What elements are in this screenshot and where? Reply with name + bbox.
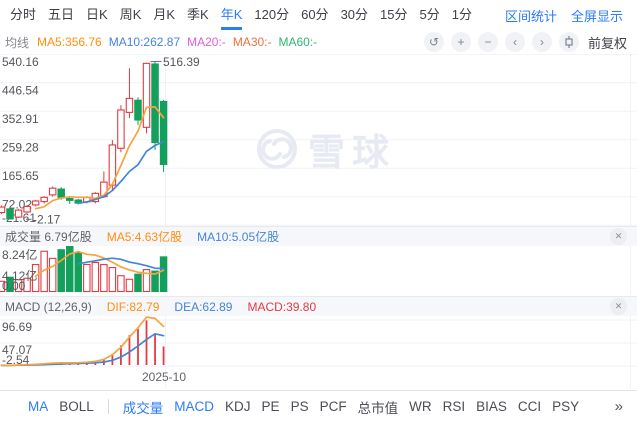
svg-text:446.54: 446.54 [2, 84, 39, 98]
ma-legend-item: MA60:- [278, 35, 318, 49]
indicator-tab[interactable]: MA [28, 399, 49, 414]
toolbar-links: 区间统计 全屏显示 [505, 6, 623, 25]
pan-right-icon[interactable]: › [531, 32, 552, 52]
indicator-tab[interactable]: PE [261, 399, 280, 414]
macd-header-item: MACD (12,26,9) [5, 299, 92, 314]
period-tab[interactable]: 日K [86, 7, 108, 22]
svg-text:259.28: 259.28 [2, 141, 39, 155]
macd-header-item: MACD:39.80 [247, 299, 317, 314]
indicator-tab[interactable]: MACD [174, 399, 215, 414]
macd-panel-close-button[interactable]: ✕ [610, 298, 627, 315]
svg-text:516.39: 516.39 [163, 55, 200, 69]
svg-text:4.12亿: 4.12亿 [2, 268, 37, 283]
macd-panel-header: MACD (12,26,9) DIF:82.79 DEA:62.89 MACD:39.… [0, 296, 637, 316]
ma-legend-title: 均线 [5, 35, 30, 50]
close-icon: ✕ [614, 301, 623, 311]
macd-header-item: DIF:82.79 [106, 299, 160, 314]
indicator-tabbar: MA BOLL 成交量 MACD KDJ PE PS PCF 总市值 WR RSI BIAS CCI PS… [0, 390, 637, 422]
macd-header-item: DEA:62.89 [174, 299, 233, 314]
macd-chart[interactable]: 96.69 47.07-2.54 [0, 316, 637, 388]
ma-legend-item: MA10:262.87 [108, 35, 181, 49]
period-tab[interactable]: 15分 [380, 7, 408, 22]
ma-legend-item: MA30:- [232, 35, 272, 49]
svg-text:0.00: 0.00 [2, 279, 26, 293]
svg-text:47.07: 47.07 [2, 343, 32, 357]
fullscreen-link[interactable]: 全屏显示 [570, 8, 623, 24]
volume-header-item: 成交量 6.79亿股 [5, 230, 92, 244]
period-tab[interactable]: 60分 [301, 7, 329, 22]
indicator-tab[interactable]: PCF [319, 399, 347, 414]
volume-panel-close-button[interactable]: ✕ [610, 228, 627, 245]
period-tab[interactable]: 季K [187, 7, 209, 22]
ma-legend-items: MA5:356.76 MA10:262.87 MA20:- MA30:- MA60:- [37, 35, 317, 49]
svg-text:96.69: 96.69 [2, 320, 32, 334]
svg-text:352.91: 352.91 [2, 112, 39, 126]
indicator-tab[interactable]: BIAS [476, 399, 507, 414]
zoom-out-icon[interactable]: − [477, 32, 498, 52]
svg-text:-2.17: -2.17 [33, 212, 61, 226]
volume-header-item: MA10:5.05亿股 [197, 230, 280, 244]
indicator-divider [107, 399, 109, 414]
period-tab[interactable]: 30分 [340, 7, 369, 22]
period-tab[interactable]: 120分 [254, 7, 290, 22]
period-tab[interactable]: 5分 [419, 7, 440, 22]
period-tab[interactable]: 分时 [10, 7, 37, 22]
x-axis-date-label: 2025-10 [141, 370, 187, 384]
period-tab[interactable]: 月K [153, 7, 176, 22]
svg-text:540.16: 540.16 [2, 55, 39, 69]
period-tabs: 分时 五日 日K 周K 月K 季K 年K 120分 60分 30分 15分 5分 1分 [10, 0, 472, 30]
period-tab[interactable]: 五日 [48, 7, 75, 22]
volume-panel-header: 成交量 6.79亿股 MA5:4.63亿股 MA10:5.05亿股 ✕ [0, 226, 637, 246]
main-candlestick-chart[interactable]: 540.16446.54352.91259.28165.6572.02-21.6… [0, 54, 637, 226]
svg-text:8.24亿: 8.24亿 [2, 247, 37, 262]
indicator-tab[interactable]: PSY [552, 399, 580, 414]
more-indicators-button[interactable]: » [614, 398, 623, 415]
indicator-tab[interactable]: RSI [442, 399, 466, 414]
candle-style-icon[interactable] [558, 32, 579, 52]
zoom-in-icon[interactable]: + [450, 32, 471, 52]
svg-text:165.65: 165.65 [2, 169, 39, 183]
svg-text:-2.54: -2.54 [2, 353, 30, 367]
indicator-tab[interactable]: 成交量 [122, 400, 164, 416]
volume-header-items: 成交量 6.79亿股 MA5:4.63亿股 MA10:5.05亿股 [5, 228, 287, 245]
macd-header-items: MACD (12,26,9) DIF:82.79 DEA:62.89 MACD:39.… [5, 300, 324, 314]
volume-header-item: MA5:4.63亿股 [106, 230, 183, 244]
period-tab[interactable]: 年K [220, 0, 242, 30]
chart-controls: ↺ + − ‹ › [423, 32, 579, 52]
undo-icon[interactable]: ↺ [423, 32, 444, 52]
period-tab[interactable]: 周K [119, 7, 142, 22]
ma-legend-row: 均线 MA5:356.76 MA10:262.87 MA20:- MA30:- MA60… [0, 30, 637, 54]
indicator-tab[interactable]: CCI [517, 399, 542, 414]
ma-legend-item: MA5:356.76 [37, 35, 102, 49]
indicator-tab[interactable]: WR [409, 399, 432, 414]
period-tabbar: 分时 五日 日K 周K 月K 季K 年K 120分 60分 30分 15分 5分 1分 区间统计 全屏显示 [0, 0, 637, 30]
indicator-tab[interactable]: KDJ [225, 399, 251, 414]
indicator-tab[interactable]: BOLL [59, 399, 94, 414]
adjust-mode-label[interactable]: 前复权 [587, 35, 627, 51]
ma-legend-item: MA20:- [187, 35, 226, 49]
pan-left-icon[interactable]: ‹ [504, 32, 525, 52]
interval-stats-link[interactable]: 区间统计 [504, 8, 557, 24]
indicator-tab[interactable]: PS [290, 399, 309, 414]
close-icon: ✕ [614, 231, 623, 241]
period-tab[interactable]: 1分 [451, 7, 472, 22]
indicator-tab[interactable]: 总市值 [357, 400, 399, 416]
